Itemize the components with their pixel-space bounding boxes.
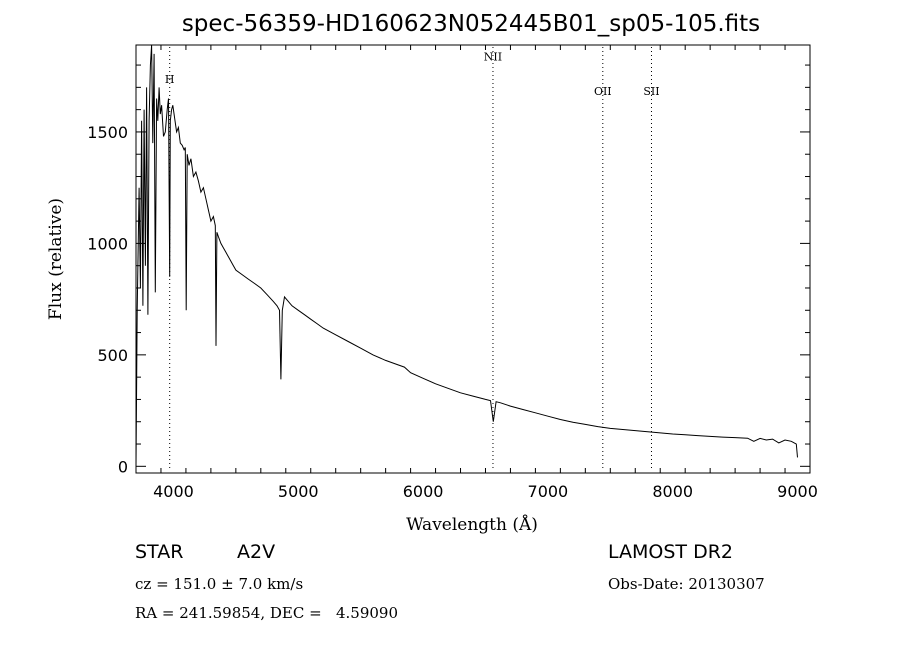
survey-name: LAMOST DR2 <box>608 541 733 563</box>
marker-label: NII <box>484 51 502 64</box>
object-class: STAR <box>135 541 184 563</box>
x-tick-label: 8000 <box>652 482 693 501</box>
coordinates: RA = 241.59854, DEC = 4.59090 <box>135 604 399 622</box>
y-tick-label: 1500 <box>87 123 128 142</box>
emission-line-markers: H NII OII SII <box>165 47 660 471</box>
chart-title: spec-56359-HD160623N052445B01_sp05-105.f… <box>182 11 760 37</box>
redshift-value: cz = 151.0 ± 7.0 km/s <box>135 575 304 593</box>
y-tick-label: 1000 <box>87 234 128 253</box>
spectral-subclass: A2V <box>237 541 276 563</box>
x-axis-label: Wavelength (Å) <box>406 514 538 535</box>
plot-frame <box>135 44 811 474</box>
marker-label: H <box>165 73 175 86</box>
marker-label: SII <box>643 85 659 98</box>
observation-date: Obs-Date: 20130307 <box>608 575 765 593</box>
x-tick-label: 5000 <box>278 482 319 501</box>
x-tick-label: 4000 <box>153 482 194 501</box>
spectrum-line <box>135 44 798 467</box>
y-tick-label: 0 <box>118 457 128 476</box>
x-tick-label: 9000 <box>777 482 818 501</box>
axis-ticks: 4000 5000 6000 7000 8000 9000 0 500 1000 1500 <box>87 45 818 501</box>
x-tick-label: 7000 <box>528 482 569 501</box>
y-axis-label: Flux (relative) <box>46 198 66 320</box>
marker-label: OII <box>594 85 612 98</box>
x-tick-label: 6000 <box>403 482 444 501</box>
y-tick-label: 500 <box>97 346 128 365</box>
